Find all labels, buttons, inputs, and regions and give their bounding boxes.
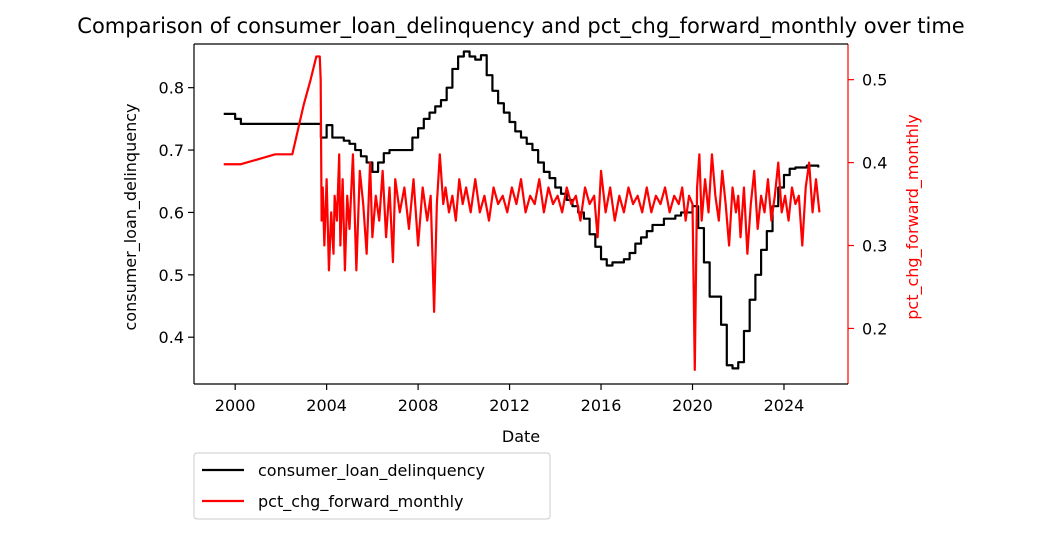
right-y-tick-label: 0.4: [862, 154, 887, 173]
left-y-tick-label: 0.5: [159, 266, 184, 285]
x-tick-label: 2004: [306, 396, 347, 415]
right-y-tick-label: 0.3: [862, 237, 887, 256]
right-y-tick-label: 0.5: [862, 71, 887, 90]
left-y-axis-label: consumer_loan_delinquency: [121, 104, 141, 331]
x-tick-label: 2016: [581, 396, 622, 415]
legend: consumer_loan_delinquency pct_chg_forwar…: [193, 452, 551, 520]
x-axis: 2000 2004 2008 2012 2016 2020 2024: [215, 384, 805, 415]
left-y-axis: 0.4 0.5 0.6 0.7 0.8: [159, 79, 194, 347]
x-axis-label: Date: [502, 427, 540, 446]
right-y-axis-label: pct_chg_forward_monthly: [903, 114, 923, 320]
right-y-axis: 0.2 0.3 0.4 0.5: [848, 71, 887, 338]
legend-box: [193, 452, 551, 520]
left-y-tick-label: 0.8: [159, 79, 184, 98]
x-tick-label: 2024: [764, 396, 805, 415]
left-y-tick-label: 0.6: [159, 203, 184, 222]
series-line-pct_chg_forward_monthly: [223, 55, 821, 371]
chart-title: Comparison of consumer_loan_delinquency …: [77, 14, 964, 39]
right-y-tick-label: 0.2: [862, 319, 887, 338]
x-tick-label: 2012: [489, 396, 530, 415]
x-tick-label: 2008: [398, 396, 439, 415]
x-tick-label: 2020: [672, 396, 713, 415]
left-y-tick-label: 0.7: [159, 141, 184, 160]
series-layer: [223, 50, 821, 371]
x-tick-label: 2000: [215, 396, 256, 415]
left-y-tick-label: 0.4: [159, 328, 184, 347]
legend-label-series-1: consumer_loan_delinquency: [258, 461, 485, 481]
series-line-consumer_loan_delinquency: [223, 50, 820, 370]
legend-label-series-2: pct_chg_forward_monthly: [258, 492, 464, 512]
